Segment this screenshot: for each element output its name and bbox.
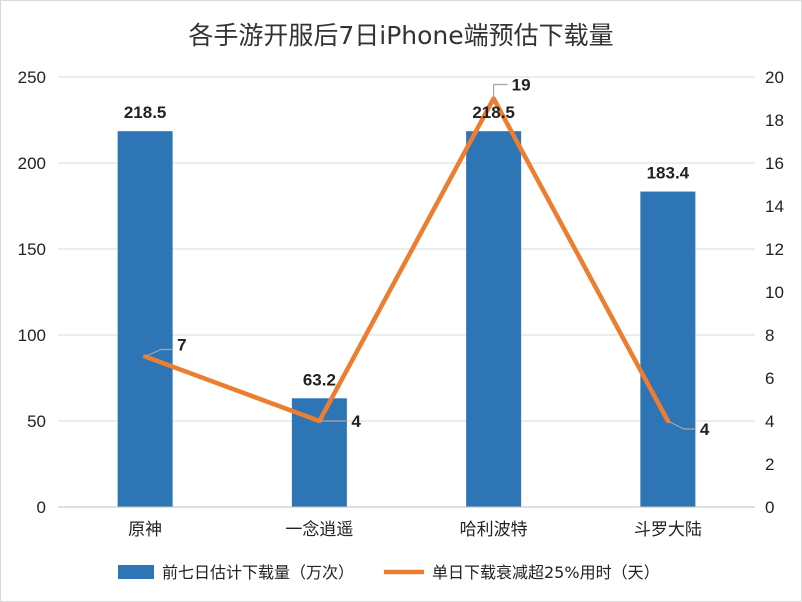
bar-value-label: 218.5 — [124, 103, 167, 122]
bar — [466, 131, 522, 507]
bar-value-label: 183.4 — [647, 164, 690, 183]
line-value-label: 19 — [512, 76, 531, 95]
line-value-label: 7 — [177, 336, 186, 355]
x-category-label: 斗罗大陆 — [634, 520, 702, 540]
x-category-label: 哈利波特 — [460, 520, 528, 540]
bar-value-label: 218.5 — [472, 103, 515, 122]
legend-swatch-bars — [118, 565, 154, 579]
y-left-tick-label: 0 — [37, 498, 46, 517]
y-left-tick-label: 200 — [18, 154, 46, 173]
legend: 前七日估计下载量（万次） 单日下载衰减超25%用时（天） — [118, 563, 660, 582]
y-left-tick-label: 150 — [18, 240, 46, 259]
axes: 0 50 100 150 200 250 0 2 4 6 8 10 12 14 16 18 20 原神 一念逍遥 哈利… — [18, 68, 784, 540]
y-right-tick-label: 4 — [765, 412, 774, 431]
line-path — [142, 96, 671, 424]
y-right-tick-label: 18 — [765, 111, 784, 130]
line-value-label: 4 — [700, 420, 710, 439]
chart-title: 各手游开服后7日iPhone端预估下载量 — [188, 21, 613, 50]
line-label-leader — [493, 83, 508, 99]
y-right-tick-label: 0 — [765, 498, 774, 517]
y-right-tick-label: 12 — [765, 240, 784, 259]
legend-label-bars: 前七日估计下载量（万次） — [162, 563, 354, 582]
y-right-tick-label: 10 — [765, 283, 784, 302]
y-left-tick-label: 250 — [18, 68, 46, 87]
bar — [117, 131, 173, 507]
line-value-label: 4 — [351, 412, 361, 431]
data-labels: 218.5 63.2 218.5 183.4 7 4 19 4 — [124, 76, 710, 440]
gridlines — [58, 76, 755, 422]
y-right-tick-label: 2 — [765, 455, 774, 474]
bar — [640, 191, 696, 507]
y-left-tick-label: 100 — [18, 326, 46, 345]
x-category-label: 原神 — [128, 520, 162, 540]
bar-value-label: 63.2 — [303, 370, 336, 389]
x-category-label: 一念逍遥 — [285, 519, 353, 540]
y-right-tick-label: 6 — [765, 369, 774, 388]
y-right-tick-label: 14 — [765, 197, 784, 216]
legend-label-line: 单日下载衰减超25%用时（天） — [432, 563, 660, 582]
y-left-tick-label: 50 — [27, 412, 46, 431]
y-right-tick-label: 8 — [765, 326, 774, 345]
line-label-leader — [667, 420, 696, 430]
y-right-tick-label: 20 — [765, 68, 784, 87]
line-label-leader — [144, 348, 173, 358]
y-right-tick-label: 16 — [765, 154, 784, 173]
